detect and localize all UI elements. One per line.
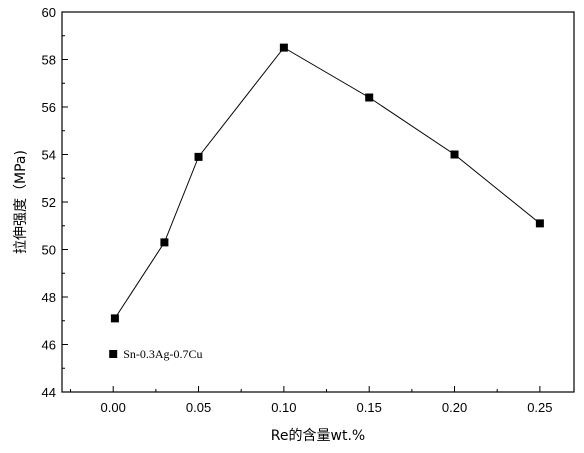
y-tick-label: 48	[42, 290, 56, 305]
y-tick-label: 54	[42, 148, 56, 163]
data-point-marker	[110, 314, 119, 323]
series-line-segment	[163, 156, 199, 243]
x-tick-label: 0.05	[186, 400, 211, 415]
reference-point-group: Sn-0.3Ag-0.7Cu	[109, 347, 203, 361]
y-tick-label: 60	[42, 5, 56, 20]
data-point-marker	[365, 93, 374, 102]
x-tick-label: 0.10	[271, 400, 296, 415]
y-tick-label: 52	[42, 195, 56, 210]
series-markers	[110, 43, 544, 323]
series-line-segment	[198, 47, 285, 158]
series-line-segment	[283, 47, 370, 98]
reference-point-label: Sn-0.3Ag-0.7Cu	[123, 347, 202, 361]
series-line-segment	[368, 97, 455, 155]
x-tick-label: 0.00	[101, 400, 126, 415]
plot-area-border	[61, 11, 575, 393]
y-tick-label: 58	[42, 53, 56, 68]
data-point-marker	[279, 43, 288, 52]
x-tick-label: 0.20	[442, 400, 467, 415]
y-tick-label: 50	[42, 243, 56, 258]
x-tick-label: 0.15	[357, 400, 382, 415]
y-tick-label: 56	[42, 100, 56, 115]
y-axis-ticks: 44 46 48 50 52 54 56 58 60	[42, 5, 68, 400]
series-line-segment	[114, 242, 165, 319]
data-point-marker	[194, 152, 203, 161]
x-axis-title: Re的含量wt.%	[271, 428, 365, 444]
data-point-marker	[535, 219, 544, 228]
series-line-segment	[454, 154, 541, 224]
data-point-marker	[450, 150, 459, 159]
y-axis-title: 拉伸强度（MPa)	[13, 150, 29, 254]
y-tick-label: 46	[42, 338, 56, 353]
x-axis-ticks: 0.00 0.05 0.10 0.15 0.20 0.25	[70, 386, 553, 415]
series-lines	[114, 47, 541, 319]
y-tick-label: 44	[42, 385, 56, 400]
data-point-marker	[160, 238, 169, 247]
plot-frame	[61, 11, 575, 393]
x-tick-label: 0.25	[527, 400, 552, 415]
reference-point-marker	[109, 350, 118, 358]
